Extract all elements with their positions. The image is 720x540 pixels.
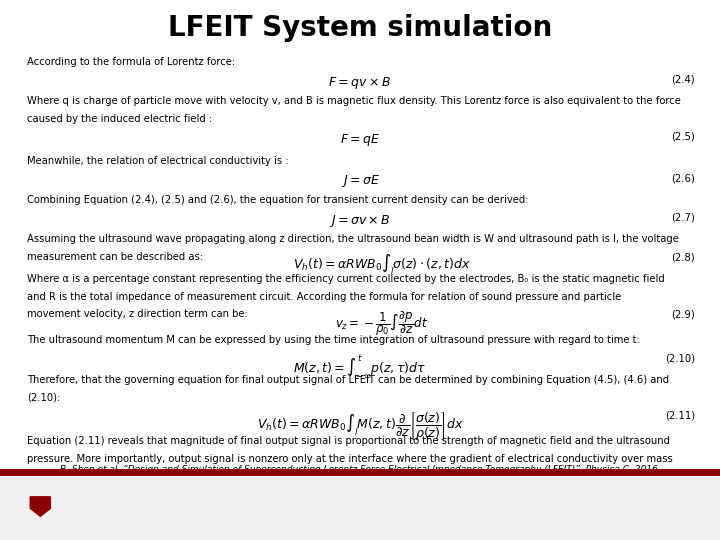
Text: The ultrasound momentum M can be expressed by using the time integration of ultr: The ultrasound momentum M can be express… (27, 335, 640, 346)
Text: B. Shen et al, “Design and Simulation of Superconducting Lorentz Force Electrica: B. Shen et al, “Design and Simulation of… (60, 465, 660, 475)
Text: (2.5): (2.5) (671, 132, 695, 142)
Text: (2.10):: (2.10): (27, 393, 60, 403)
Text: Combining Equation (2.4), (2.5) and (2.6), the equation for transient current de: Combining Equation (2.4), (2.5) and (2.6… (27, 195, 529, 205)
Text: Where q is charge of particle move with velocity v, and B is magnetic flux densi: Where q is charge of particle move with … (27, 96, 681, 106)
Text: density ∇(σ/r) is not zero. The mathematical MATLAB model of LFEIT system was bu: density ∇(σ/r) is not zero. The mathemat… (27, 472, 646, 482)
Text: Equation (2.11) reveals that magnitude of final output signal is proportional to: Equation (2.11) reveals that magnitude o… (27, 436, 670, 447)
Text: (2.6): (2.6) (671, 173, 695, 184)
Text: $V_h(t) = \alpha RWB_0 \int_{l} \sigma(z) \cdot (z, t) dx$: $V_h(t) = \alpha RWB_0 \int_{l} \sigma(z… (293, 252, 470, 277)
Text: (2.7): (2.7) (671, 213, 695, 223)
Bar (0, 476, 720, 540)
Text: CAMBRIDGE: CAMBRIDGE (59, 510, 129, 521)
Text: LFEIT System simulation: LFEIT System simulation (168, 14, 552, 42)
Text: According to the formula of Lorentz force:: According to the formula of Lorentz forc… (27, 57, 235, 67)
Text: Meanwhile, the relation of electrical conductivity is :: Meanwhile, the relation of electrical co… (27, 156, 289, 166)
Text: and R is the total impedance of measurement circuit. According the formula for r: and R is the total impedance of measurem… (27, 292, 621, 302)
Text: Assuming the ultrasound wave propagating along z direction, the ultrasound bean : Assuming the ultrasound wave propagating… (27, 234, 679, 245)
Text: EPEC Superconductivity Group: EPEC Superconductivity Group (408, 503, 695, 521)
Text: Therefore, that the governing equation for final output signal of LFEIT can be d: Therefore, that the governing equation f… (27, 375, 670, 385)
Text: movement velocity, z direction term can be:: movement velocity, z direction term can … (27, 309, 248, 320)
Text: $F = qv \times B$: $F = qv \times B$ (328, 75, 392, 91)
Bar (0, 469, 720, 476)
Polygon shape (30, 497, 50, 516)
Text: (2.10): (2.10) (665, 353, 695, 363)
Text: $F = qE$: $F = qE$ (340, 132, 380, 148)
Text: $v_z = -\dfrac{1}{\rho_0} \int \dfrac{\partial p}{\partial z} dt$: $v_z = -\dfrac{1}{\rho_0} \int \dfrac{\p… (335, 309, 428, 338)
Text: (2.9): (2.9) (671, 309, 695, 320)
Text: measurement can be described as:: measurement can be described as: (27, 252, 203, 262)
Text: (2.11): (2.11) (665, 410, 695, 421)
Text: Where α is a percentage constant representing the efficiency current collected b: Where α is a percentage constant represe… (27, 274, 665, 284)
Text: UNIVERSITY OF: UNIVERSITY OF (59, 498, 149, 508)
Text: $M(z, t) = \int_{-\infty}^{t} p(z, \tau) d\tau$: $M(z, t) = \int_{-\infty}^{t} p(z, \tau)… (294, 353, 426, 380)
Text: $V_h(t) = \alpha RWB_0 \int_{l} M(z,t) \dfrac{\partial}{\partial z}\left[\dfrac{: $V_h(t) = \alpha RWB_0 \int_{l} M(z,t) \… (256, 410, 464, 442)
Text: (2.4): (2.4) (671, 75, 695, 85)
Text: caused by the induced electric field :: caused by the induced electric field : (27, 114, 212, 124)
Text: pressure. More importantly, output signal is nonzero only at the interface where: pressure. More importantly, output signa… (27, 454, 673, 464)
Text: $J = \sigma E$: $J = \sigma E$ (341, 173, 379, 190)
Text: (2.8): (2.8) (671, 252, 695, 262)
Text: $J = \sigma v \times B$: $J = \sigma v \times B$ (329, 213, 391, 229)
